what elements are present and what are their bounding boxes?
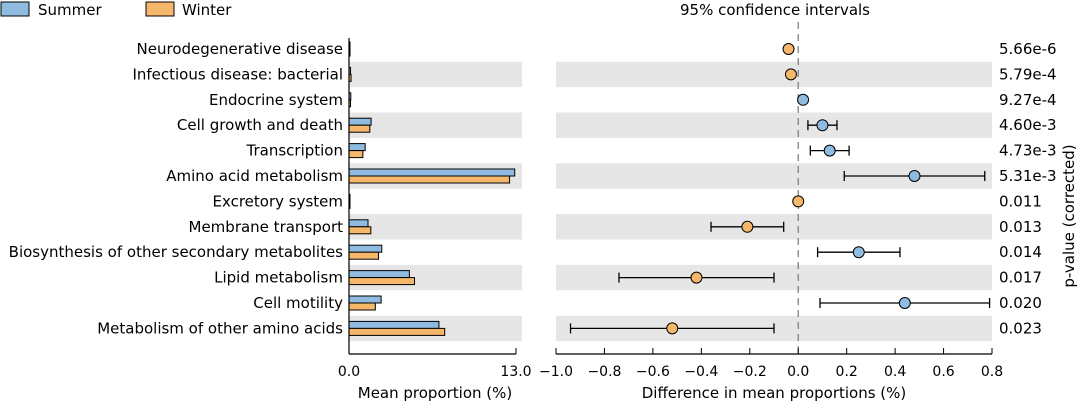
category-label: Transcription xyxy=(246,142,343,160)
category-label: Endocrine system xyxy=(209,91,343,109)
ci-point-summer xyxy=(898,297,911,309)
ci-x-tick-label: 0.6 xyxy=(932,364,954,380)
bar-x-axis-label: Mean proportion (%) xyxy=(358,384,513,402)
bar-winter xyxy=(348,277,416,286)
p-value: 0.023 xyxy=(999,319,1042,337)
bar-summer xyxy=(348,117,372,126)
row-band-left xyxy=(349,61,522,88)
bar-winter xyxy=(348,124,371,133)
bar-winter xyxy=(348,175,511,184)
p-value: 0.011 xyxy=(999,192,1042,210)
p-value: 5.79e-4 xyxy=(999,65,1057,83)
category-label: Cell growth and death xyxy=(177,116,343,134)
p-value: 5.66e-6 xyxy=(999,40,1057,58)
bar-summer xyxy=(348,168,516,177)
ci-point-winter xyxy=(666,322,679,335)
category-label: Membrane transport xyxy=(189,218,344,236)
ci-point-summer xyxy=(823,144,836,157)
bar-summer xyxy=(348,143,366,152)
category-label: Infectious disease: bacterial xyxy=(132,65,343,83)
row-band-right xyxy=(556,112,992,138)
ci-x-tick-label: −0.6 xyxy=(636,364,670,380)
legend-swatch-summer xyxy=(0,1,30,17)
ci-x-axis-label: Difference in mean proportions (%) xyxy=(642,384,907,402)
legend: Summer Winter xyxy=(0,1,232,19)
category-label: Neurodegenerative disease xyxy=(137,40,343,58)
ci-point-winter xyxy=(690,271,703,284)
axes: 0.0 13.0 −1.0 −0.8 −0.6 −0.4 −0.2 0.0 0.2 0.4 0.6 0… xyxy=(338,38,1003,380)
ci-x-tick-label: 0.8 xyxy=(981,364,1003,380)
bar-winter xyxy=(348,150,364,159)
ci-point-winter xyxy=(782,43,795,55)
ci-x-tick-label: 0.0 xyxy=(787,364,809,380)
row-bands xyxy=(349,61,992,342)
p-value: 4.73e-3 xyxy=(999,142,1057,160)
ci-point-summer xyxy=(852,246,865,259)
p-value: 0.013 xyxy=(999,218,1042,236)
bar-x-tick-label: 13.0 xyxy=(500,364,531,380)
row-band-right xyxy=(556,61,992,88)
p-value: 0.017 xyxy=(999,269,1042,287)
bar-winter xyxy=(348,327,446,336)
row-band-left xyxy=(349,112,522,138)
bar-summer xyxy=(348,295,382,304)
category-label: Excretory system xyxy=(212,192,343,210)
ci-x-tick-label: 0.2 xyxy=(836,364,858,380)
ci-point-winter xyxy=(741,220,754,233)
category-label: Metabolism of other amino acids xyxy=(97,319,343,337)
p-value: 5.31e-3 xyxy=(999,167,1057,185)
legend-label-summer: Summer xyxy=(38,1,102,19)
ci-x-tick-label: −0.4 xyxy=(684,364,718,380)
ci-x-tick-label: 0.4 xyxy=(884,364,906,380)
bar-winter xyxy=(348,251,380,260)
legend-swatch-winter xyxy=(145,1,175,17)
confidence-interval-plot xyxy=(569,22,991,354)
ci-point-winter xyxy=(784,68,797,81)
bar-winter xyxy=(348,302,376,311)
ci-point-summer xyxy=(797,93,810,106)
bar-summer xyxy=(348,320,440,329)
p-value: 9.27e-4 xyxy=(999,91,1057,109)
ci-point-winter xyxy=(792,195,805,208)
p-value: 0.014 xyxy=(999,243,1042,261)
bar-summer xyxy=(348,244,383,253)
ci-point-summer xyxy=(816,119,829,132)
category-label: Cell motility xyxy=(253,294,343,312)
category-label: Lipid metabolism xyxy=(214,269,343,287)
p-value: 4.60e-3 xyxy=(999,116,1057,134)
ci-point-summer xyxy=(908,170,921,182)
ci-x-tick-label: −0.8 xyxy=(587,364,621,380)
p-value-labels: 5.66e-6 5.79e-4 9.27e-4 4.60e-3 4.73e-3 5.31e… xyxy=(999,40,1057,337)
bar-winter xyxy=(348,226,372,235)
ci-x-tick-label: −0.2 xyxy=(733,364,767,380)
category-labels: Neurodegenerative disease Infectious dise… xyxy=(9,40,344,337)
p-value-axis-label: p-value (corrected) xyxy=(1060,144,1078,287)
bar-x-tick-label: 0.0 xyxy=(338,364,360,380)
p-value: 0.020 xyxy=(999,294,1042,312)
legend-label-winter: Winter xyxy=(182,1,232,19)
category-label: Amino acid metabolism xyxy=(166,167,343,185)
bar-summer xyxy=(348,219,369,228)
category-label: Biosynthesis of other secondary metaboli… xyxy=(9,243,344,261)
bar-summer xyxy=(348,270,410,279)
row-band-left xyxy=(349,214,522,240)
ci-x-tick-label: −1.0 xyxy=(539,364,573,380)
ci-title: 95% confidence intervals xyxy=(680,1,870,19)
